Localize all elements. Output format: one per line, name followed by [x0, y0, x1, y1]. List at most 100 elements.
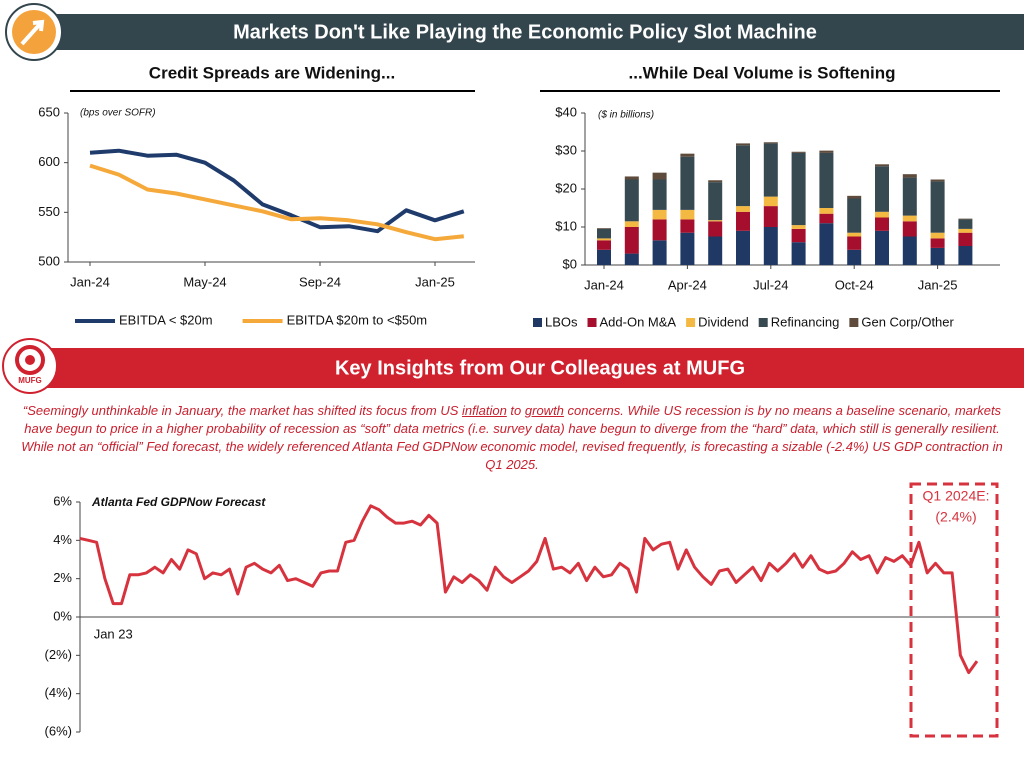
y-tick-label: 2% [53, 570, 72, 585]
y-tick-label: (2%) [45, 647, 72, 662]
bar-segment [708, 221, 723, 237]
bar-segment [958, 228, 973, 233]
unit-note: ($ in billions) [598, 110, 654, 121]
annotation: (2.4%) [935, 509, 976, 525]
bar-segment [875, 164, 889, 167]
bar-segment [597, 228, 611, 229]
legend-label: Refinancing [771, 314, 840, 329]
bar-segment [875, 166, 889, 212]
quote-text: concerns. While US recession is by no me… [21, 403, 1003, 472]
section-bar [40, 348, 1024, 388]
bar-segment [930, 238, 945, 248]
bar-segment [652, 219, 667, 241]
quote: “Seemingly unthinkable in January, the m… [14, 402, 1010, 474]
data-line [79, 504, 979, 675]
bar-segment [736, 143, 750, 146]
y-tick-label: $0 [563, 256, 577, 271]
bar-segment [624, 227, 639, 254]
bar-segment [819, 213, 834, 224]
x-tick-label: Jul-24 [753, 277, 788, 292]
bar-segment [819, 208, 834, 214]
bar-segment [597, 238, 611, 241]
bar-segment [624, 253, 639, 265]
bar-segment [847, 249, 862, 265]
bar-segment [736, 230, 750, 265]
bar-segment [819, 152, 834, 208]
bar-segment [597, 240, 611, 250]
bar-segment [736, 206, 750, 212]
chart-title: Credit Spreads are Widening... [149, 63, 395, 82]
bar-segment [680, 219, 695, 233]
bar-segment [624, 179, 639, 222]
bar-segment [902, 174, 917, 178]
section-logo-ring [15, 345, 45, 375]
bar-segment [624, 176, 639, 180]
data-line [89, 148, 465, 234]
legend-swatch [849, 318, 859, 327]
annotation: Q1 2024E: [923, 488, 990, 504]
legend-label: Add-On M&A [600, 314, 677, 329]
legend-label: LBOs [545, 314, 578, 329]
bar-segment [736, 211, 750, 231]
bar-segment [597, 249, 611, 265]
y-tick-label: $10 [555, 218, 577, 233]
bar-segment [652, 209, 667, 220]
bar-segment [763, 206, 778, 227]
legend-label: EBITDA < $20m [119, 312, 213, 327]
bar-segment [708, 220, 723, 222]
bar-segment [875, 217, 889, 231]
section-logo-text: MUFG [18, 376, 42, 385]
header-logo-arrow [20, 19, 45, 46]
section-logo-dot [25, 355, 35, 365]
legend-swatch [533, 318, 542, 327]
bar-segment [652, 240, 667, 265]
bar-segment [680, 156, 695, 210]
bar-segment [958, 246, 973, 265]
legend-label: Gen Corp/Other [861, 314, 954, 329]
bar-segment [930, 179, 945, 182]
bar-segment [791, 151, 806, 153]
bar-segment [847, 195, 862, 199]
quote-emphasis: inflation [462, 403, 507, 418]
bar-segment [763, 227, 778, 265]
x-tick-label: Jan-25 [415, 274, 455, 289]
bar-segment [791, 225, 806, 229]
unit-note: (bps over SOFR) [80, 108, 156, 119]
legend-swatch [758, 318, 768, 327]
bar-segment [958, 218, 973, 220]
bar-segment [736, 145, 750, 207]
y-tick-label: $20 [555, 180, 577, 195]
bar-segment [597, 228, 611, 239]
bar-segment [902, 236, 917, 265]
bar-segment [847, 198, 862, 233]
y-tick-label: 0% [53, 608, 72, 623]
quote-text: to [506, 403, 525, 418]
bar-segment [791, 242, 806, 265]
bar-segment [930, 232, 945, 239]
x-tick-label: May-24 [183, 274, 226, 289]
legend-swatch [686, 318, 696, 327]
bar-segment [680, 209, 695, 220]
chart-title: Atlanta Fed GDPNow Forecast [91, 495, 266, 509]
bar-segment [902, 215, 917, 222]
bar-segment [902, 177, 917, 216]
y-tick-label: 500 [38, 253, 60, 268]
bar-segment [791, 152, 806, 226]
y-tick-label: 650 [38, 104, 60, 119]
legend-label: EBITDA $20m to <$50m [287, 312, 428, 327]
bar-segment [958, 219, 973, 229]
bar-segment [763, 142, 778, 144]
bar-segment [708, 180, 723, 183]
bar-segment [875, 230, 889, 265]
data-line [89, 163, 465, 242]
x-tick-label: Jan-25 [918, 277, 958, 292]
quote-text: “Seemingly unthinkable in January, the m… [22, 403, 462, 418]
y-tick-label: 550 [38, 204, 60, 219]
x-tick-label: Jan-24 [584, 277, 624, 292]
bar-segment [847, 232, 862, 237]
section-title: Key Insights from Our Colleagues at MUFG [335, 357, 745, 379]
quote-emphasis: growth [524, 403, 564, 418]
x-tick-label: Jan-24 [70, 274, 110, 289]
